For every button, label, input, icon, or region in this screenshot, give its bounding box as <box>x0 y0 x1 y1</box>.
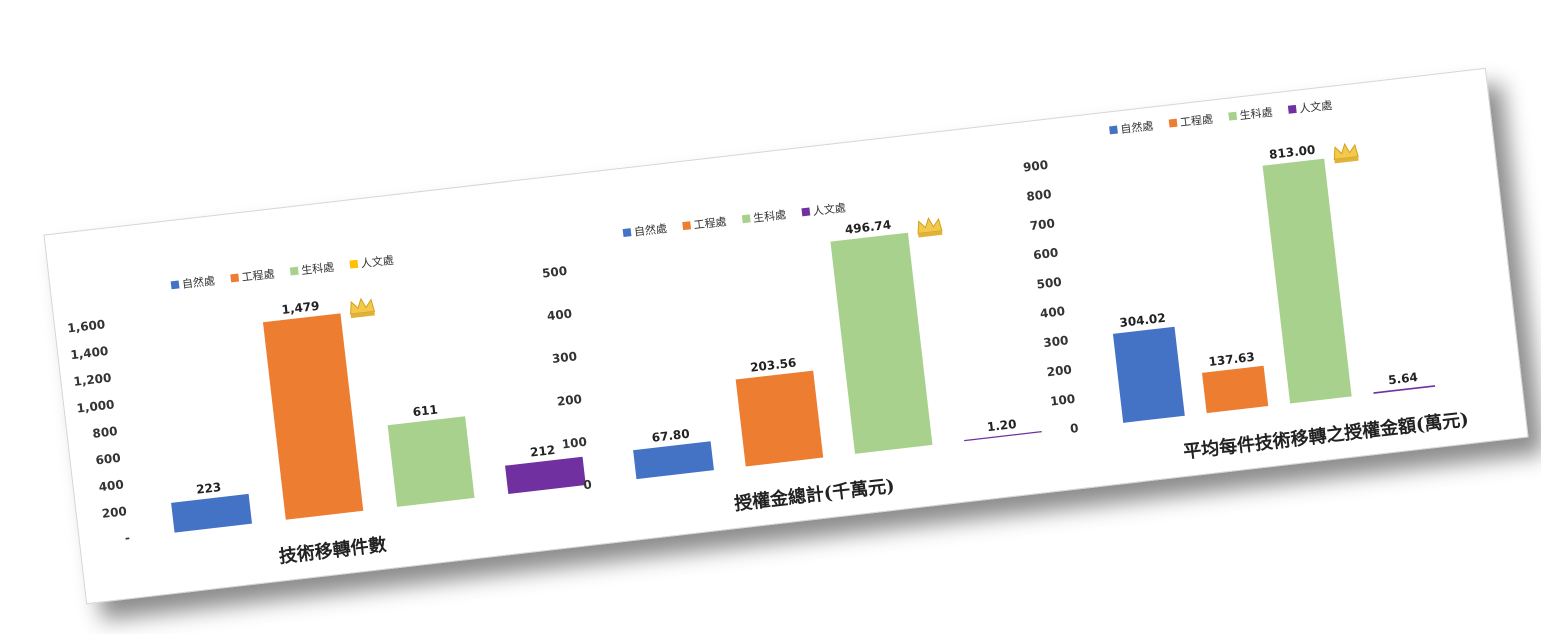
bar-1 <box>1201 365 1269 414</box>
legend-swatch <box>1228 111 1238 121</box>
crown-icon <box>1333 142 1359 164</box>
chart-svg: 自然處 工程處 生科處 人文處 0 100 200 300 400 500 67.80 203.56 4… <box>541 200 1042 515</box>
bar-0 <box>1112 326 1185 423</box>
bar-1 <box>262 313 364 520</box>
data-label: 304.02 <box>1119 311 1167 330</box>
y-tick-label: 200 <box>556 392 583 409</box>
legend-label: 工程處 <box>241 266 275 284</box>
y-tick-label: 600 <box>1033 246 1060 263</box>
y-tick-label: 400 <box>98 477 125 494</box>
data-label: 611 <box>412 402 439 419</box>
legend-swatch <box>1287 104 1297 114</box>
chart-panel-license-fee-total: 自然處 工程處 生科處 人文處 0 100 200 300 400 500 67.80 203.56 4… <box>516 127 1042 549</box>
y-tick-label: 600 <box>95 451 122 468</box>
chart-title: 技術移轉件數 <box>278 533 388 567</box>
legend-label: 人文處 <box>360 253 394 271</box>
y-tick-label: 400 <box>546 306 573 323</box>
y-tick-label: 1,600 <box>67 317 106 335</box>
legend: 自然處 工程處 生科處 人文處 <box>1109 98 1333 136</box>
legend-label: 工程處 <box>1179 112 1213 130</box>
y-tick-label: 800 <box>92 424 119 441</box>
legend: 自然處 工程處 生科處 人文處 <box>622 200 846 239</box>
legend-label: 自然處 <box>181 273 215 291</box>
y-tick-label: 800 <box>1026 187 1053 204</box>
data-label: 813.00 <box>1268 143 1316 162</box>
y-tick-label: 0 <box>583 477 593 492</box>
legend-swatch <box>230 273 240 283</box>
chart-title: 授權金總計(千萬元) <box>733 475 896 515</box>
bar-3 <box>505 456 586 494</box>
bar-2 <box>1262 158 1352 404</box>
y-tick-label: 200 <box>1046 363 1073 380</box>
data-label: 1,479 <box>281 299 320 317</box>
chart-panel-tech-transfer-count: 自然處 工程處 生科處 人文處 - 200 400 600 800 1,000 1,200 1,400… <box>45 182 586 604</box>
data-label: 496.74 <box>844 218 892 237</box>
chart-svg: 自然處 工程處 生科處 人文處 0 100 200 300 400 500 600 700 800 900… <box>1022 98 1470 463</box>
chart-title: 平均每件技術移轉之授權金額(萬元) <box>1182 408 1470 463</box>
crown-icon <box>917 217 943 238</box>
y-tick-label: 0 <box>1069 421 1079 436</box>
y-tick-label: 1,000 <box>76 397 115 415</box>
data-label: 203.56 <box>749 356 797 375</box>
chart-svg: 自然處 工程處 生科處 人文處 - 200 400 600 800 1,000 1,200 1,400… <box>67 253 586 568</box>
y-tick-label: 300 <box>1043 333 1070 350</box>
y-tick-label: 1,400 <box>70 344 109 362</box>
legend-label: 自然處 <box>1120 118 1154 136</box>
data-label: 5.64 <box>1387 370 1418 387</box>
y-tick-label: - <box>124 531 131 545</box>
bar-1 <box>735 370 824 467</box>
bar-3 <box>1373 385 1436 394</box>
bar-2 <box>830 232 933 454</box>
y-tick-label: 100 <box>561 435 588 452</box>
y-tick-label: 400 <box>1039 304 1066 321</box>
y-tick-label: 700 <box>1029 216 1056 233</box>
chart-card: 自然處 工程處 生科處 人文處 -200 400 600 800 1,000 1,200 1,400… <box>43 67 1529 605</box>
legend-label: 工程處 <box>693 214 727 232</box>
legend-label: 生科處 <box>300 260 334 278</box>
legend-label: 人文處 <box>812 200 846 218</box>
legend-label: 生科處 <box>1239 105 1273 123</box>
y-tick-label: 500 <box>541 264 568 281</box>
legend-label: 生科處 <box>752 207 786 225</box>
data-label: 223 <box>195 480 222 497</box>
legend-swatch <box>741 214 751 224</box>
legend-swatch <box>1168 118 1178 128</box>
bar-3 <box>964 431 1042 442</box>
y-tick-label: 500 <box>1036 275 1063 292</box>
y-tick-label: 100 <box>1049 392 1076 409</box>
legend-swatch <box>349 259 359 269</box>
data-label: 212 <box>529 443 556 460</box>
data-label: 137.63 <box>1208 350 1256 369</box>
legend-swatch <box>170 280 180 290</box>
y-tick-label: 200 <box>101 504 128 521</box>
data-label: 1.20 <box>986 417 1017 434</box>
legend-label: 自然處 <box>633 221 667 239</box>
legend: 自然處 工程處 生科處 人文處 <box>170 253 394 291</box>
bar-0 <box>633 441 714 480</box>
legend-label: 人文處 <box>1298 98 1332 116</box>
legend-swatch <box>289 266 299 276</box>
y-tick-label: 300 <box>551 349 578 366</box>
y-tick-label: 1,200 <box>73 371 112 389</box>
legend-swatch <box>1109 125 1118 135</box>
y-tick-label: 900 <box>1022 158 1049 175</box>
chart-panel-avg-license-fee: 自然處 工程處 生科處 人文處 0 100 200 300 400 500 600 700 800 900… <box>1003 69 1522 492</box>
legend-swatch <box>801 207 811 217</box>
crown-icon <box>350 297 376 319</box>
data-label: 67.80 <box>651 427 690 445</box>
bar-2 <box>387 416 475 507</box>
bar-0 <box>171 493 253 533</box>
legend-swatch <box>622 228 632 238</box>
legend-swatch <box>682 221 692 231</box>
